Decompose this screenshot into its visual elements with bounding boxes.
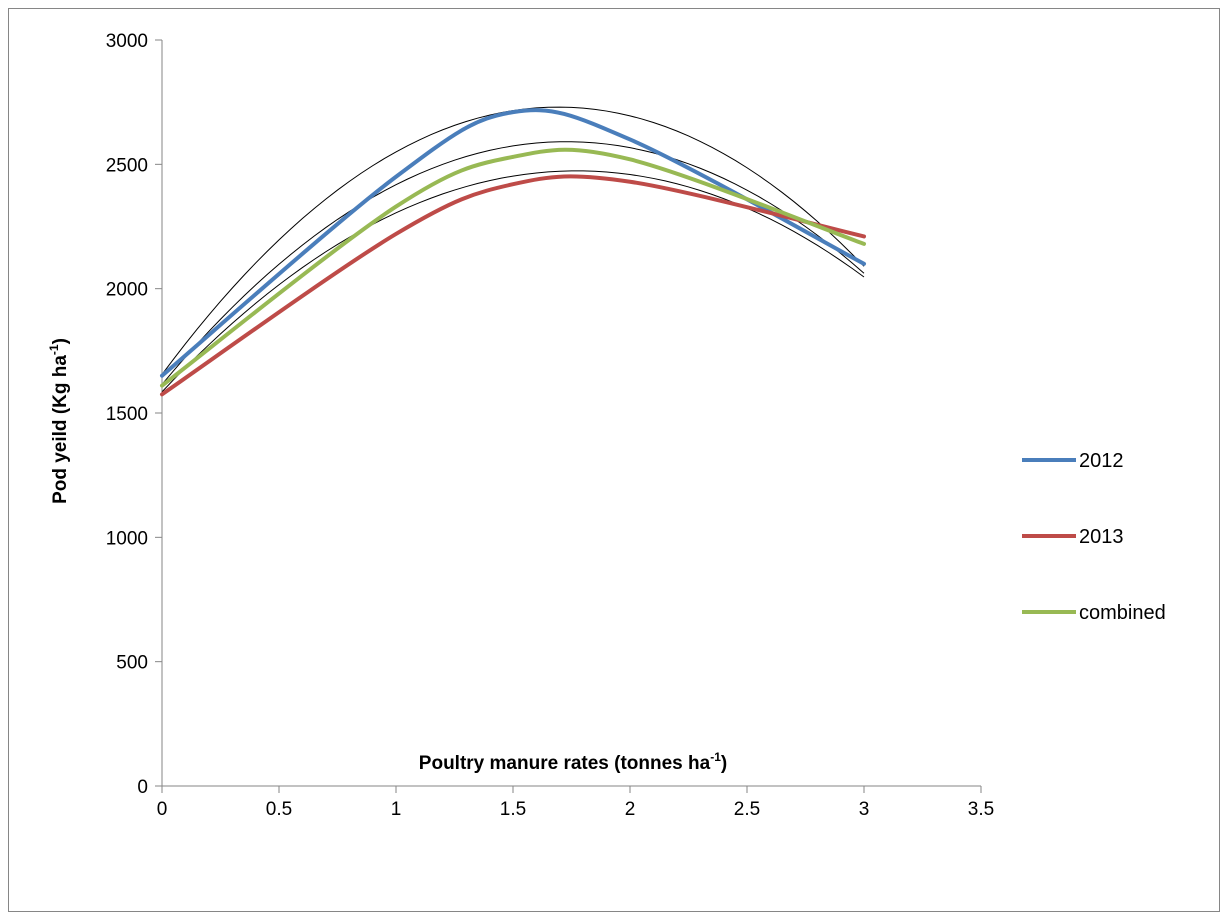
x-axis-title: Poultry manure rates (tonnes ha-1) bbox=[419, 750, 727, 774]
x-tick-label: 1 bbox=[391, 799, 402, 820]
x-tick-label: 0.5 bbox=[266, 799, 292, 820]
y-tick-label: 2000 bbox=[106, 280, 148, 301]
x-tick-label: 3 bbox=[859, 799, 870, 820]
legend-label-2013: 2013 bbox=[1079, 526, 1124, 548]
legend-label-combined: combined bbox=[1079, 602, 1166, 624]
legend: 2012 2013 combined bbox=[1022, 450, 1166, 624]
y-tick-label: 2500 bbox=[106, 155, 148, 176]
y-tick-label: 0 bbox=[137, 777, 148, 798]
trendline bbox=[161, 106, 865, 375]
chart-frame: 0 500 1000 1500 2000 2500 3000 0 0.5 1 1.5 2 2.5 3 3.5… bbox=[8, 8, 1220, 912]
ticks: 0 500 1000 1500 2000 2500 3000 0 0.5 1 1.5 2 2.5 3 3.5 bbox=[106, 31, 994, 820]
y-tick-label: 1000 bbox=[106, 528, 148, 549]
y-tick-label: 1500 bbox=[106, 404, 148, 425]
axes bbox=[161, 40, 981, 787]
series-line-2012 bbox=[160, 108, 866, 378]
y-tick-label: 500 bbox=[116, 653, 148, 674]
y-tick-label: 3000 bbox=[106, 31, 148, 52]
series-lines bbox=[160, 108, 866, 397]
chart-svg: 0 500 1000 1500 2000 2500 3000 0 0.5 1 1.5 2 2.5 3 3.5… bbox=[47, 31, 1166, 820]
x-tick-label: 2.5 bbox=[734, 799, 760, 820]
x-tick-label: 1.5 bbox=[500, 799, 526, 820]
series-line-2013 bbox=[160, 174, 866, 397]
trendline bbox=[161, 141, 865, 385]
series-line-combined bbox=[160, 147, 866, 388]
x-tick-label: 0 bbox=[157, 799, 168, 820]
x-tick-label: 3.5 bbox=[968, 799, 994, 820]
y-axis-title: Pod yeild (Kg ha-1) bbox=[47, 338, 71, 504]
trend-lines bbox=[161, 106, 865, 393]
legend-label-2012: 2012 bbox=[1079, 450, 1124, 472]
x-tick-label: 2 bbox=[625, 799, 636, 820]
